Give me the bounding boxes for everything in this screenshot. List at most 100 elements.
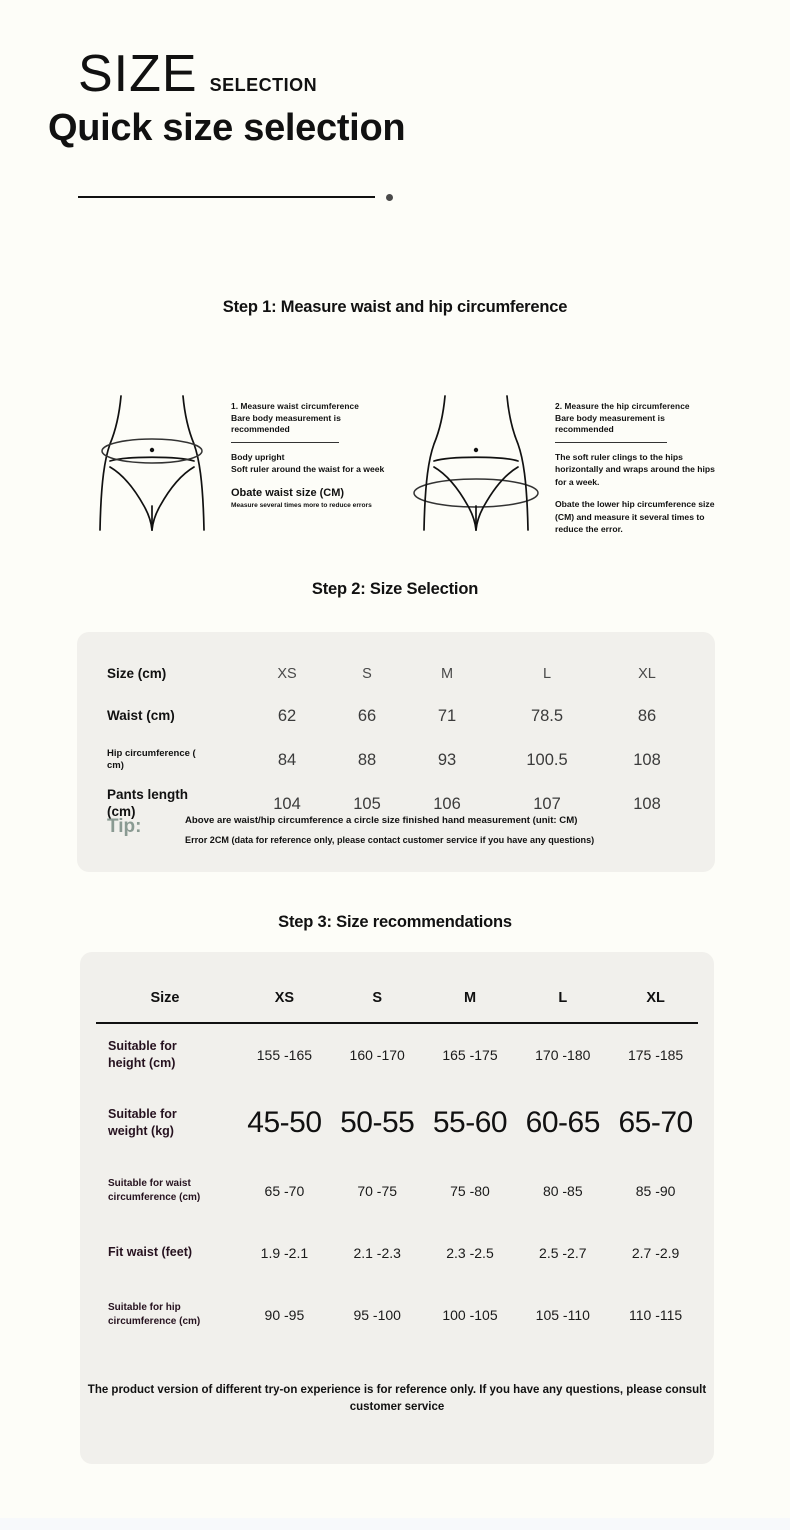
step3-card: Size XS S M L XL Suitable for height (cm) 155 -1… — [80, 952, 714, 1464]
header-rule-row — [92, 1022, 702, 1024]
navel-dot — [473, 447, 479, 453]
hip-note-subtitle: Bare body measurement is recommended — [555, 412, 665, 434]
waist-note-number: 1. Measure waist circumference — [231, 401, 359, 411]
step1-diagram-block: 1. Measure waist circumference Bare body… — [0, 388, 790, 548]
tip-block: Tip: Above are waist/hip circumference a… — [107, 814, 697, 847]
table-cell: 106 — [433, 794, 461, 813]
table-cell: 78.5 — [530, 706, 564, 725]
size-column-header: L — [542, 666, 552, 682]
tip-line-2: Error 2CM (data for reference only, plea… — [185, 834, 595, 845]
hip-note-spacer — [555, 488, 725, 498]
kicker-selection-text: SELECTION — [209, 75, 318, 95]
row-label: Suitable for height (cm) — [108, 1039, 177, 1070]
hip-note-body: The soft ruler clings to the hips horizo… — [555, 451, 715, 487]
table-cell: 90 -95 — [264, 1306, 305, 1323]
waist-instructions: 1. Measure waist circumference Bare body… — [231, 401, 396, 511]
hip-measure-ellipse — [413, 478, 539, 508]
row-label: Hip circumference (cm) — [107, 747, 196, 771]
table-header-divider — [92, 1022, 702, 1024]
column-header-label: Size (cm) — [107, 665, 167, 681]
table-cell: 65-70 — [618, 1105, 693, 1139]
waist-note-divider — [231, 441, 339, 443]
table-cell: 108 — [633, 794, 661, 813]
table-cell: 175 -185 — [627, 1046, 684, 1063]
table-cell: 50-55 — [340, 1105, 415, 1139]
table-cell: 1.9 -2.1 — [260, 1244, 309, 1261]
table-cell: 55-60 — [432, 1105, 508, 1139]
hip-note-divider — [555, 441, 667, 443]
waist-measure-ellipse — [101, 438, 203, 464]
table-cell: 2.3 -2.5 — [446, 1244, 494, 1261]
bottom-band — [0, 1518, 790, 1530]
table-cell: 65 -70 — [264, 1182, 305, 1199]
kicker-size-text: SIZE — [78, 45, 198, 103]
table-cell: 2.1 -2.3 — [353, 1244, 401, 1261]
page-title: Quick size selection — [48, 107, 406, 149]
size-column-header: M — [440, 666, 454, 682]
table-cell: 85 -90 — [635, 1182, 676, 1199]
hip-measurement-illustration — [413, 395, 539, 531]
size-column-header: XS — [274, 990, 295, 1006]
waist-note-body-line2: Soft ruler around the waist for a week — [231, 464, 385, 475]
row-label: Fit waist (feet) — [108, 1245, 193, 1260]
step2-card: Size (cm) XS S M L XL Waist (cm) 62 66 71 78.5 86 Hi… — [77, 632, 715, 872]
size-column-header: M — [463, 990, 477, 1006]
table-cell: 2.7 -2.9 — [631, 1244, 680, 1261]
table-cell: 170 -180 — [535, 1046, 591, 1063]
table-cell: 88 — [357, 750, 377, 769]
row-label: Pants length (cm) — [107, 787, 189, 819]
step2-heading: Step 2: Size Selection — [311, 580, 479, 598]
size-measurements-table: Size (cm) XS S M L XL Waist (cm) 62 66 71 78.5 86 Hi… — [107, 654, 687, 826]
hip-instructions: 2. Measure the hip circumference Bare bo… — [555, 401, 725, 536]
table-row: Size XS S M L XL — [92, 974, 702, 1022]
table-cell: 45-50 — [247, 1105, 322, 1139]
waist-note-result-label: Obate waist size (CM) — [231, 486, 345, 499]
table-row: Suitable for height (cm) 155 -165 160 -170 1… — [92, 1024, 702, 1086]
table-cell: 155 -165 — [256, 1046, 313, 1063]
table-cell: 110 -115 — [628, 1306, 683, 1323]
waist-note-spacer — [231, 476, 396, 486]
size-column-header: XL — [638, 666, 656, 682]
table-cell: 75 -80 — [450, 1182, 490, 1199]
table-row: Suitable for weight (kg) 45-50 50-55 55-60 60… — [92, 1086, 702, 1160]
table-row: Fit waist (feet) 1.9 -2.1 2.1 -2.3 2.3 -2.5… — [92, 1222, 702, 1284]
row-label: Suitable for hip circumference (cm) — [108, 1302, 201, 1327]
row-label: Suitable for weight (kg) — [108, 1107, 177, 1138]
tip-line-1: Above are waist/hip circumference a circ… — [185, 815, 578, 826]
table-cell: 100.5 — [526, 750, 568, 769]
row-label: Waist (cm) — [107, 707, 175, 723]
table-cell: 104 — [273, 794, 301, 813]
waist-note-fine-print: Measure several times more to reduce err… — [231, 502, 372, 510]
hip-note-result-label: Obate the lower hip circumference size (… — [555, 499, 715, 535]
waist-note-body-line1: Body upright — [231, 451, 285, 462]
table-cell: 108 — [633, 750, 661, 769]
table-cell: 93 — [437, 750, 457, 769]
tip-text-group: Above are waist/hip circumference a circ… — [185, 814, 697, 847]
size-column-header: L — [558, 990, 568, 1006]
table-cell: 84 — [277, 750, 297, 769]
header-kicker: SIZE SELECTION — [78, 48, 317, 100]
size-column-header: XS — [277, 666, 297, 682]
table-cell: 66 — [357, 706, 377, 725]
table-cell: 165 -175 — [442, 1046, 498, 1063]
table-cell: 105 — [353, 794, 381, 813]
table-cell: 80 -85 — [542, 1182, 583, 1199]
header-divider — [78, 196, 375, 198]
table-row: Hip circumference (cm) 84 88 93 100.5 108 — [107, 738, 687, 782]
table-row: Suitable for waist circumference (cm) 65 -… — [92, 1160, 702, 1222]
waist-measurement-illustration — [99, 395, 205, 531]
table-cell: 71 — [437, 706, 457, 725]
table-cell: 70 -75 — [357, 1182, 398, 1199]
row-label: Suitable for waist circumference (cm) — [108, 1178, 201, 1203]
table-row: Waist (cm) 62 66 71 78.5 86 — [107, 694, 687, 738]
table-cell: 95 -100 — [353, 1306, 401, 1323]
table-cell: 160 -170 — [349, 1046, 405, 1063]
size-column-header: S — [362, 666, 372, 682]
table-row: Pants length (cm) 104 105 106 107 108 — [107, 782, 687, 826]
table-cell: 2.5 -2.7 — [539, 1244, 587, 1261]
size-recommendations-table: Size XS S M L XL Suitable for height (cm) 155 -1… — [92, 974, 702, 1346]
navel-dot — [149, 447, 155, 453]
step3-heading: Step 3: Size recommendations — [278, 913, 512, 931]
table-cell: 100 -105 — [442, 1306, 498, 1323]
